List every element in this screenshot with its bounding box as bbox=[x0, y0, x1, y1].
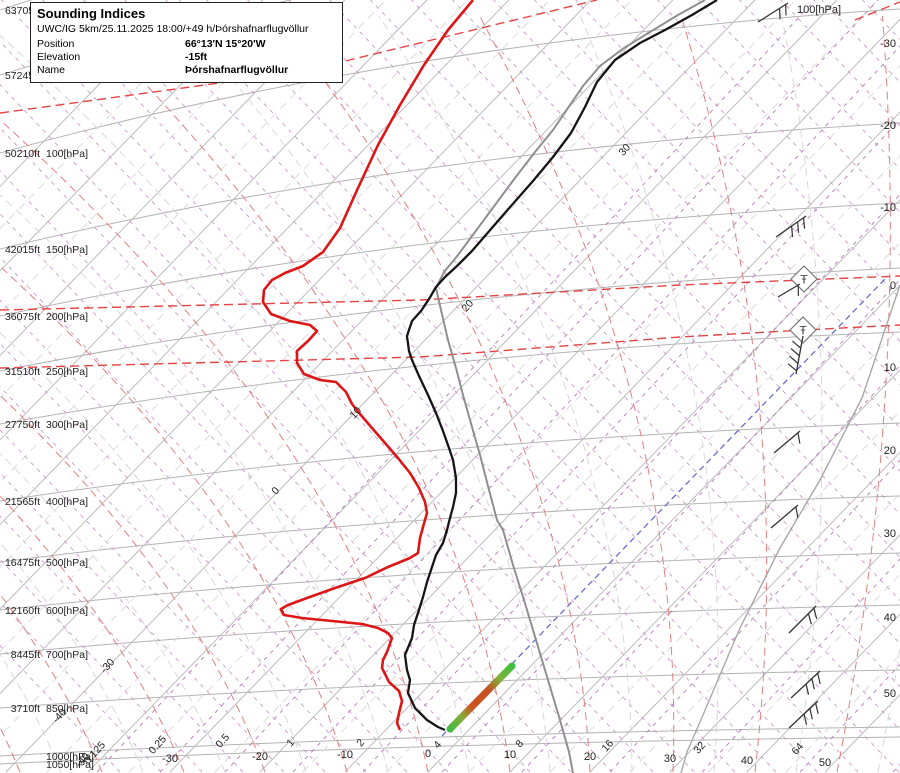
wind-barbs bbox=[757, 2, 821, 729]
svg-text:Ŧ: Ŧ bbox=[799, 324, 807, 338]
wind-barb-icon bbox=[770, 504, 799, 529]
svg-text:700[hPa]: 700[hPa] bbox=[46, 649, 88, 661]
svg-text:4: 4 bbox=[431, 739, 444, 751]
svg-text:300[hPa]: 300[hPa] bbox=[46, 419, 88, 431]
wind-barb-icon bbox=[775, 215, 807, 238]
svg-text:Ŧ: Ŧ bbox=[800, 273, 808, 287]
svg-text:31510ft: 31510ft bbox=[5, 366, 40, 378]
hodograph-layer bbox=[446, 662, 516, 733]
info-row-name: Name Þórshafnarflugvöllur bbox=[37, 64, 336, 76]
svg-text:0: 0 bbox=[890, 280, 896, 292]
svg-text:30: 30 bbox=[664, 753, 676, 765]
wind-barb-icon bbox=[787, 335, 804, 375]
svg-text:32: 32 bbox=[691, 740, 708, 757]
svg-text:20: 20 bbox=[884, 445, 896, 457]
svg-text:50: 50 bbox=[884, 688, 896, 700]
aux-gray-curve bbox=[680, 284, 900, 773]
info-row-elevation: Elevation -15ft bbox=[37, 51, 336, 63]
wind-barb-icon bbox=[790, 670, 821, 699]
svg-text:850[hPa]: 850[hPa] bbox=[46, 703, 88, 715]
svg-text:200[hPa]: 200[hPa] bbox=[46, 311, 88, 323]
svg-text:36075ft: 36075ft bbox=[5, 311, 40, 323]
svg-text:21565ft: 21565ft bbox=[5, 496, 40, 508]
name-value: Þórshafnarflugvöllur bbox=[185, 64, 289, 76]
svg-text:250[hPa]: 250[hPa] bbox=[46, 366, 88, 378]
svg-text:-10: -10 bbox=[880, 202, 896, 214]
name-label: Name bbox=[37, 64, 66, 76]
svg-text:16475ft: 16475ft bbox=[5, 557, 40, 569]
svg-text:1000[hPa]: 1000[hPa] bbox=[46, 751, 94, 763]
svg-text:-20: -20 bbox=[252, 751, 268, 763]
svg-text:10: 10 bbox=[884, 362, 896, 374]
tropopause-markers: ŦŦ bbox=[789, 265, 818, 344]
svg-text:16: 16 bbox=[599, 738, 616, 755]
svg-text:2: 2 bbox=[354, 737, 367, 749]
svg-text:-20: -20 bbox=[880, 120, 896, 132]
svg-text:600[hPa]: 600[hPa] bbox=[46, 605, 88, 617]
info-model-line: UWC/IG 5km/25.11.2025 18:00/+49 h/Þórsha… bbox=[37, 23, 309, 35]
elevation-label: Elevation bbox=[37, 51, 81, 63]
moist-adiabat-minor-lines bbox=[0, 15, 900, 773]
info-title: Sounding Indices bbox=[37, 6, 146, 21]
sounding-info-box: Sounding Indices UWC/IG 5km/25.11.2025 1… bbox=[30, 2, 343, 83]
svg-text:8445ft: 8445ft bbox=[11, 649, 40, 661]
svg-text:1050[hPa]: 1050[hPa] bbox=[46, 759, 94, 771]
dewpoint-curve bbox=[403, 0, 718, 732]
tropopause-diamond-icon bbox=[789, 316, 817, 344]
svg-text:50: 50 bbox=[819, 757, 831, 769]
moist-adiabat-lines bbox=[0, 15, 891, 773]
svg-text:20: 20 bbox=[584, 751, 596, 763]
wind-barb-icon bbox=[777, 283, 801, 298]
svg-text:400[hPa]: 400[hPa] bbox=[46, 496, 88, 508]
svg-text:40: 40 bbox=[741, 755, 753, 767]
mixing-highlight-line bbox=[441, 277, 887, 737]
svg-text:150[hPa]: 150[hPa] bbox=[46, 244, 88, 256]
svg-text:-30: -30 bbox=[162, 753, 178, 765]
svg-text:30: 30 bbox=[884, 528, 896, 540]
wind-barb-icon bbox=[757, 2, 789, 23]
svg-text:12160ft: 12160ft bbox=[5, 605, 40, 617]
wind-barb-icon bbox=[788, 700, 819, 729]
svg-text:100[hPa]: 100[hPa] bbox=[46, 148, 88, 160]
svg-text:-10: -10 bbox=[337, 749, 353, 761]
temperature-curve bbox=[261, 0, 474, 731]
position-label: Position bbox=[37, 38, 75, 50]
svg-text:3710ft: 3710ft bbox=[11, 703, 40, 715]
parcel-curve bbox=[434, 0, 706, 773]
svg-text:10: 10 bbox=[347, 405, 364, 422]
hodograph-segment bbox=[446, 662, 516, 733]
wind-barb-icon bbox=[773, 430, 801, 454]
svg-text:42015ft: 42015ft bbox=[5, 244, 40, 256]
svg-text:27750ft: 27750ft bbox=[5, 419, 40, 431]
svg-text:0: 0 bbox=[269, 485, 282, 497]
svg-text:0.5: 0.5 bbox=[213, 731, 232, 750]
position-value: 66°13'N 15°20'W bbox=[185, 38, 266, 50]
svg-text:0: 0 bbox=[425, 748, 431, 760]
svg-text:40: 40 bbox=[884, 612, 896, 624]
svg-text:500[hPa]: 500[hPa] bbox=[46, 557, 88, 569]
wind-barb-icon bbox=[788, 605, 818, 634]
info-row-position: Position 66°13'N 15°20'W bbox=[37, 38, 336, 50]
svg-text:-30: -30 bbox=[98, 656, 117, 675]
svg-text:100[hPa]: 100[hPa] bbox=[797, 4, 841, 16]
svg-text:64: 64 bbox=[789, 741, 806, 758]
svg-text:-30: -30 bbox=[880, 38, 896, 50]
svg-text:10: 10 bbox=[504, 749, 516, 761]
elevation-value: -15ft bbox=[185, 51, 208, 63]
svg-text:50210ft: 50210ft bbox=[5, 148, 40, 160]
